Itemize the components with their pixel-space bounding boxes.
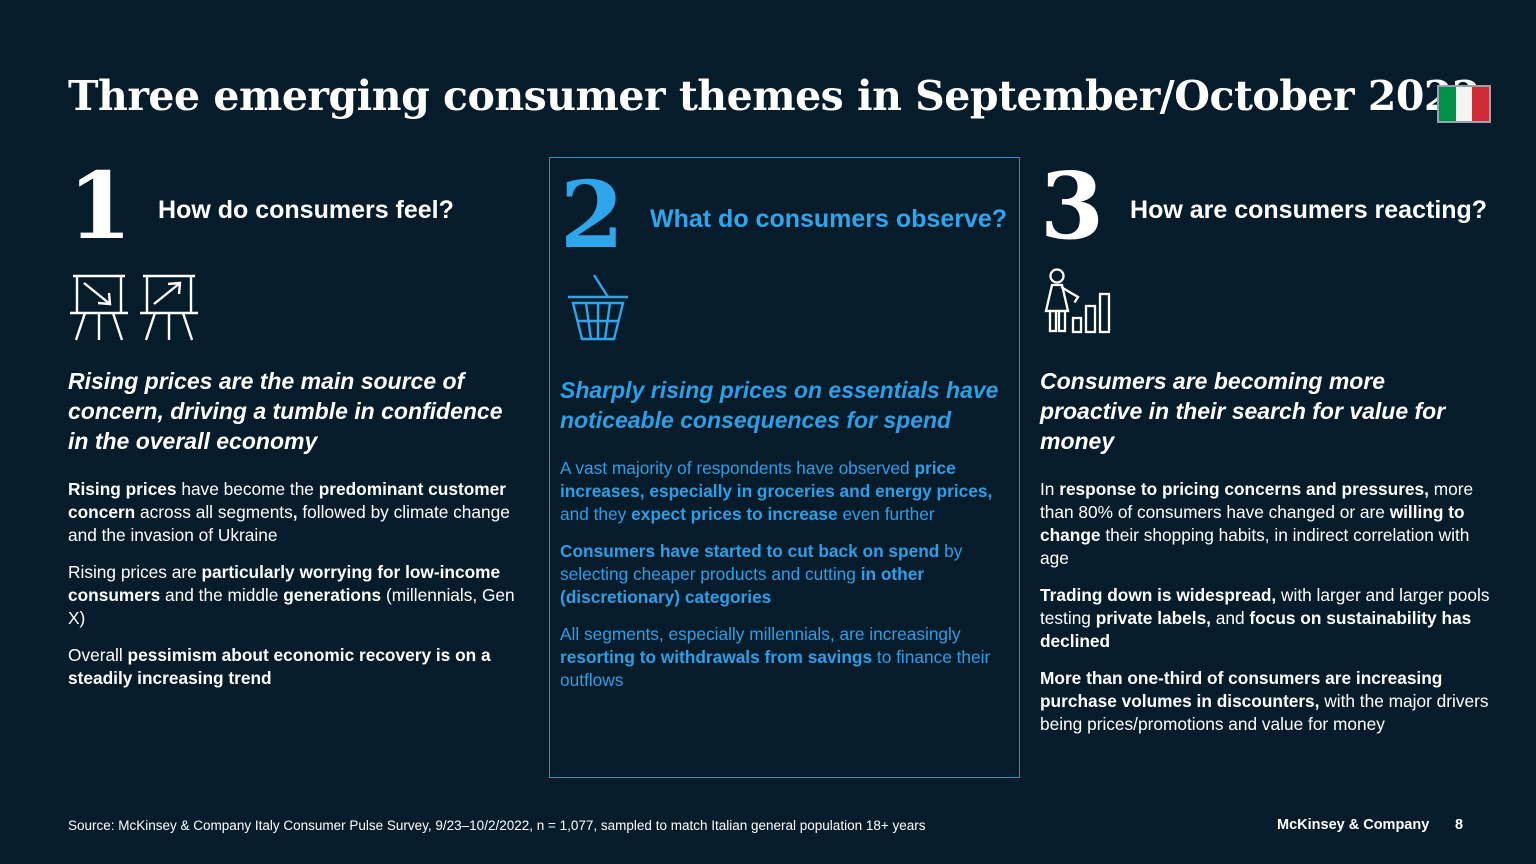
column-header: 2 What do consumers observe?: [560, 161, 1008, 269]
column-number: 2: [560, 161, 625, 269]
column-icons: [68, 264, 523, 344]
brand-logo: McKinsey & Company: [1277, 817, 1430, 833]
column-number: 1: [68, 152, 133, 260]
column-icons: [1040, 264, 1492, 344]
column-headline: Sharply rising prices on essentials have…: [560, 377, 999, 434]
page-title: Three emerging consumer themes in Septem…: [68, 72, 1481, 120]
body-paragraph: Rising prices are particularly worrying …: [68, 562, 515, 629]
column-number: 3: [1040, 152, 1105, 260]
italy-flag-icon: [1437, 85, 1491, 123]
column-header: 3 How are consumers reacting?: [1040, 152, 1492, 260]
shopping-basket-icon: [568, 274, 628, 341]
body-paragraph: A vast majority of respondents have obse…: [560, 458, 993, 525]
column-question: What do consumers observe?: [650, 205, 1008, 233]
presentation-board-declining-icon: [70, 275, 128, 341]
column-icons: [560, 273, 1007, 353]
presentation-board-rising-icon: [140, 275, 198, 341]
flag-red-stripe: [1472, 87, 1490, 121]
body-paragraph: All segments, especially millennials, ar…: [560, 624, 991, 691]
body-paragraph: Trading down is widespread, with larger …: [1040, 585, 1490, 652]
flag-green-stripe: [1439, 87, 1456, 121]
body-paragraph: Rising prices have become the predominan…: [68, 479, 510, 546]
flag-white-stripe: [1455, 87, 1473, 121]
column-how-consumers-reacting: 3 How are consumers reacting? Consumers …: [1040, 152, 1492, 750]
body-paragraph: More than one-third of consumers are inc…: [1040, 668, 1489, 735]
body-paragraph: Consumers have started to cut back on sp…: [560, 541, 963, 608]
person-with-bar-chart-icon: [1044, 268, 1111, 334]
body-paragraph: Overall pessimism about economic recover…: [68, 645, 491, 689]
column-question: How do consumers feel?: [158, 196, 454, 224]
source-note: Source: McKinsey & Company Italy Consume…: [68, 818, 926, 833]
body-paragraph: In response to pricing concerns and pres…: [1040, 479, 1474, 569]
column-header: 1 How do consumers feel?: [68, 152, 523, 260]
column-how-consumers-feel: 1 How do consumers feel?: [68, 152, 523, 704]
column-what-consumers-observe: 2 What do consumers observe? Sharply ris…: [549, 157, 1020, 778]
column-question: How are consumers reacting?: [1130, 196, 1488, 224]
column-headline: Consumers are becoming more proactive in…: [1040, 368, 1446, 455]
page-number: 8: [1455, 817, 1464, 833]
column-headline: Rising prices are the main source of con…: [68, 368, 503, 455]
